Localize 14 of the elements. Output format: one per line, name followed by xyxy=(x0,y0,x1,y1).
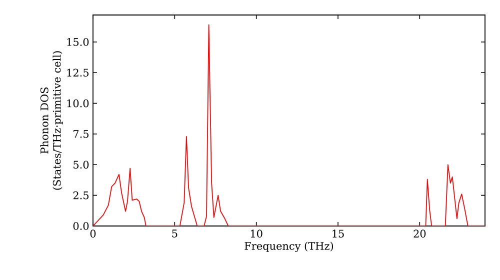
y-tick-label: 5.0 xyxy=(74,160,89,169)
y-tick-label: 15.0 xyxy=(67,38,89,46)
x-tick-label: 10 xyxy=(250,230,262,238)
x-axis-title: Frequency (THz) xyxy=(244,242,333,252)
y-tick-label: 7.5 xyxy=(74,130,88,138)
y-axis-title: Phonon DOS (States/THz·primitive cell) xyxy=(40,51,63,190)
y-tick-label: 12.5 xyxy=(67,68,88,77)
y-tick-label: 2.5 xyxy=(73,191,88,200)
x-tick-label: 0 xyxy=(90,230,96,238)
x-tick-label: 20 xyxy=(414,230,426,238)
x-tick-label: 15 xyxy=(332,230,344,238)
y-tick-label: 0.0 xyxy=(73,222,89,230)
x-tick-label: 5 xyxy=(172,230,178,238)
y-tick-label: 10.0 xyxy=(67,99,89,108)
